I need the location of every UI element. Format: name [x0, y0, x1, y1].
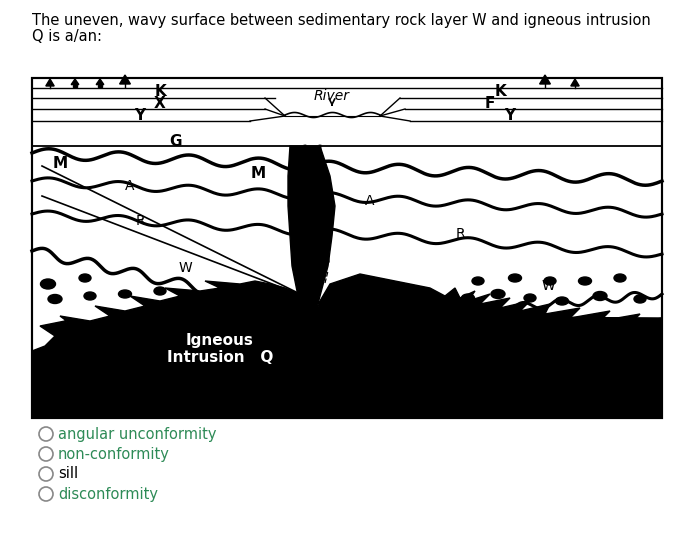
Text: Igneous: Igneous: [186, 333, 254, 348]
Text: disconformity: disconformity: [58, 487, 158, 502]
Text: A: A: [366, 194, 375, 208]
Ellipse shape: [578, 277, 591, 285]
Text: A: A: [125, 179, 135, 193]
Text: Q is a/an:: Q is a/an:: [32, 29, 102, 44]
Polygon shape: [571, 79, 579, 86]
Text: K: K: [494, 85, 506, 100]
Polygon shape: [46, 79, 54, 86]
Bar: [32, 78, 662, 418]
Ellipse shape: [154, 287, 166, 295]
Text: W: W: [541, 279, 555, 293]
Text: F: F: [485, 95, 495, 110]
Polygon shape: [32, 281, 315, 418]
Text: Y: Y: [505, 108, 516, 123]
Ellipse shape: [524, 294, 536, 302]
Text: Intrusion   Q: Intrusion Q: [167, 351, 273, 366]
Text: G: G: [169, 133, 181, 148]
Ellipse shape: [491, 289, 505, 299]
Ellipse shape: [119, 290, 131, 298]
Ellipse shape: [472, 277, 484, 285]
Polygon shape: [120, 75, 131, 84]
Bar: [97, 85, 102, 87]
Text: W: W: [178, 261, 192, 275]
Text: K: K: [154, 85, 166, 100]
Ellipse shape: [555, 297, 569, 305]
Ellipse shape: [614, 274, 626, 282]
Polygon shape: [96, 79, 104, 85]
Bar: [72, 85, 77, 87]
Text: M: M: [52, 157, 67, 172]
Text: X: X: [154, 95, 166, 110]
Text: sill: sill: [58, 466, 78, 481]
Ellipse shape: [84, 292, 96, 300]
Ellipse shape: [593, 292, 607, 301]
Polygon shape: [539, 75, 550, 84]
Text: N: N: [600, 383, 610, 393]
Text: non-conformity: non-conformity: [58, 446, 170, 461]
Text: M: M: [250, 166, 265, 181]
Text: R: R: [136, 214, 145, 228]
Polygon shape: [32, 316, 662, 418]
Ellipse shape: [461, 294, 475, 302]
Bar: [32, 78, 662, 418]
Text: River: River: [314, 89, 350, 103]
Ellipse shape: [509, 274, 521, 282]
Ellipse shape: [634, 295, 646, 303]
Ellipse shape: [544, 277, 556, 285]
Polygon shape: [315, 274, 662, 418]
Text: Y: Y: [134, 108, 145, 123]
Polygon shape: [71, 79, 79, 85]
Polygon shape: [288, 146, 335, 316]
Text: angular unconformity: angular unconformity: [58, 427, 217, 442]
Text: The uneven, wavy surface between sedimentary rock layer W and igneous intrusion: The uneven, wavy surface between sedimen…: [32, 13, 651, 28]
Text: R: R: [455, 227, 465, 241]
Ellipse shape: [79, 274, 91, 282]
Ellipse shape: [40, 279, 56, 289]
Text: F: F: [577, 371, 583, 381]
Ellipse shape: [48, 294, 62, 303]
